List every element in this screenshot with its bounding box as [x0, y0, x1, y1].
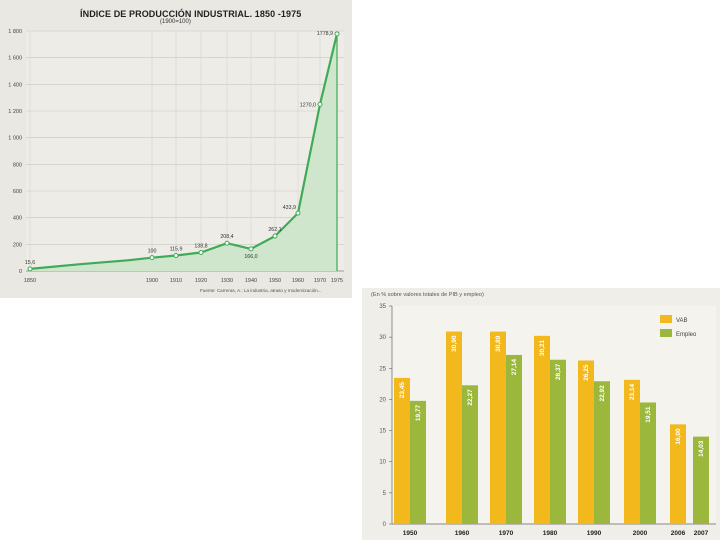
- bar-value-label: 23,45: [399, 382, 406, 399]
- data-label: 100: [148, 249, 157, 255]
- series-line: [29, 33, 339, 270]
- y-tick-label: 200: [13, 242, 22, 248]
- data-point: [317, 101, 323, 107]
- bar: [410, 400, 426, 524]
- bar: [446, 331, 462, 524]
- legend-label: Empleo: [676, 332, 697, 338]
- data-label: 115,9: [170, 247, 183, 253]
- x-tick-label: 1920: [195, 278, 207, 284]
- bar-value-label: 14,03: [698, 440, 705, 457]
- bar-value-label: 30,89: [495, 335, 502, 352]
- y-tick-label: 1 200: [8, 109, 22, 115]
- x-tick-label: 1900: [146, 278, 158, 284]
- bar: [550, 359, 566, 524]
- x-tick-label: 1930: [221, 278, 233, 284]
- y-tick-label: 35: [379, 304, 386, 310]
- data-point: [295, 210, 301, 216]
- y-tick-label: 0: [19, 269, 22, 275]
- x-tick-label: 2000: [633, 530, 648, 537]
- data-point: [27, 266, 33, 272]
- data-label: 138,8: [194, 243, 207, 249]
- bar: [534, 335, 550, 524]
- bar: [624, 379, 640, 524]
- x-tick-label: 1970: [314, 278, 326, 284]
- bar-value-label: 16,00: [675, 428, 682, 445]
- data-point: [224, 240, 230, 246]
- bar: [594, 381, 610, 524]
- bar: [506, 354, 522, 524]
- source-note: Fuente: Carreras, A.: La industria, atra…: [200, 288, 322, 293]
- bar-value-label: 22,27: [467, 389, 474, 406]
- legend-swatch: [660, 315, 672, 323]
- data-label: 433,9: [283, 205, 296, 211]
- data-label: 166,0: [244, 254, 257, 260]
- y-tick-label: 30: [379, 335, 386, 341]
- x-tick-label: 1975: [331, 278, 343, 284]
- x-tick-label: 2007: [694, 530, 709, 537]
- bar: [394, 377, 410, 524]
- bar-value-label: 19,51: [645, 406, 652, 423]
- bar-value-label: 19,77: [415, 404, 422, 421]
- y-tick-label: 600: [13, 189, 22, 195]
- legend-label: VAB: [676, 318, 688, 324]
- data-point: [149, 255, 155, 261]
- y-tick-label: 400: [13, 216, 22, 222]
- bar-value-label: 30,21: [539, 339, 546, 356]
- y-tick-label: 0: [383, 522, 387, 528]
- x-tick-label: 1910: [170, 278, 182, 284]
- data-point: [334, 31, 340, 37]
- data-point: [198, 249, 204, 255]
- y-tick-label: 1 400: [8, 82, 22, 88]
- x-tick-label: 1850: [24, 278, 36, 284]
- data-label: 1778,9: [317, 31, 333, 37]
- y-tick-label: 5: [383, 491, 387, 497]
- bar: [640, 402, 656, 524]
- data-label: 208,4: [220, 234, 233, 240]
- bar-value-label: 23,14: [629, 384, 636, 401]
- industry-share-plot: 0 5 10 15 20 25 30 35 23,45 19,77 1950 30,90 22,27 19…: [379, 304, 716, 537]
- bar-value-label: 27,14: [511, 359, 518, 376]
- y-tick-label: 10: [379, 460, 386, 466]
- y-tick-label: 25: [379, 366, 386, 372]
- data-point: [248, 246, 254, 252]
- y-tick-label: 15: [379, 429, 386, 435]
- x-tick-label: 1990: [587, 530, 602, 537]
- legend-swatch: [660, 329, 672, 337]
- chart-title: ÍNDICE DE PRODUCCIÓN INDUSTRIAL. 1850 -1…: [80, 9, 302, 19]
- industrial-index-plot: 0 200 400 600 800 1 000 1 200 1 400 1 600 1 800 18…: [8, 29, 344, 284]
- x-tick-label: 1980: [543, 530, 558, 537]
- chart-subtitle: (1900=100): [160, 19, 191, 25]
- x-tick-label: 1970: [499, 530, 514, 537]
- bar: [578, 360, 594, 524]
- bar-value-label: 30,90: [451, 335, 458, 352]
- x-tick-label: 2006: [671, 530, 686, 537]
- x-tick-label: 1950: [269, 278, 281, 284]
- bar-value-label: 22,92: [599, 385, 606, 402]
- y-tick-label: 800: [13, 162, 22, 168]
- y-tick-label: 1 000: [8, 136, 22, 142]
- y-tick-label: 1 600: [8, 56, 22, 62]
- bar: [693, 436, 709, 524]
- data-point: [173, 253, 179, 259]
- x-tick-label: 1960: [455, 530, 470, 537]
- chart-note: (En % sobre valores totales de PIB y emp…: [371, 292, 484, 298]
- x-tick-label: 1950: [403, 530, 418, 537]
- y-tick-label: 20: [379, 397, 386, 403]
- x-tick-label: 1960: [292, 278, 304, 284]
- bar: [462, 385, 478, 524]
- industry-share-chart-panel: (En % sobre valores totales de PIB y emp…: [362, 288, 720, 540]
- bar-value-label: 26,37: [555, 363, 562, 380]
- data-label: 1270,0: [300, 102, 316, 108]
- data-label: 15,6: [25, 260, 35, 266]
- series-area: [30, 33, 337, 271]
- bar-value-label: 26,25: [583, 364, 590, 381]
- bar: [490, 331, 506, 524]
- x-tick-label: 1940: [245, 278, 257, 284]
- industrial-index-chart-panel: ÍNDICE DE PRODUCCIÓN INDUSTRIAL. 1850 -1…: [0, 0, 352, 298]
- y-tick-label: 1 800: [8, 29, 22, 35]
- data-label: 262,1: [268, 227, 281, 233]
- data-point: [272, 233, 278, 239]
- bar: [670, 424, 686, 524]
